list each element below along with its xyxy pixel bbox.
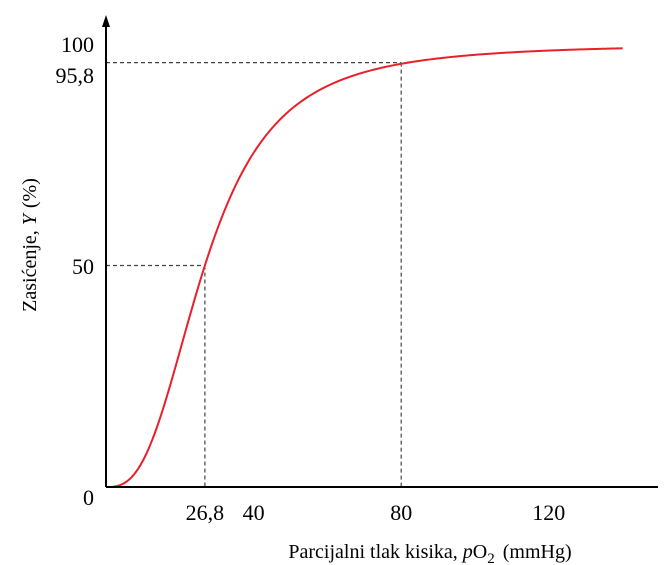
- y-tick-label-2: 95,8: [56, 63, 95, 88]
- y-axis-title-variable: Y: [19, 212, 41, 225]
- x-axis-title-unit: (mmHg): [503, 541, 572, 563]
- x-tick-label-2: 80: [390, 500, 412, 525]
- x-tick-label-1: 40: [243, 500, 265, 525]
- saturation-curve: [105, 47, 623, 488]
- x-axis-title-variable: p: [461, 541, 473, 563]
- x-axis-title-subscript: 2: [487, 551, 495, 565]
- x-tick-label-0: 26,8: [186, 500, 225, 525]
- x-tick-label-3: 120: [532, 500, 565, 525]
- y-axis-title-prefix: Zasićenje,: [19, 225, 41, 312]
- y-axis-arrowhead: [102, 15, 110, 27]
- x-axis-title-prefix: Parcijalni tlak kisika,: [288, 541, 462, 563]
- plot-area: 0 50 95,8 100 26,8 40 80 120: [56, 32, 623, 525]
- y-tick-label-3: 100: [61, 32, 94, 57]
- y-tick-label-0: 0: [83, 485, 94, 510]
- x-axis-title-main: O: [473, 541, 487, 563]
- y-tick-label-1: 50: [72, 254, 94, 279]
- y-axis-title: Zasićenje, Y (%): [19, 178, 41, 312]
- x-axis-title: Parcijalni tlak kisika, pO2 (mmHg): [288, 541, 571, 565]
- y-axis-title-unit: (%): [19, 178, 41, 208]
